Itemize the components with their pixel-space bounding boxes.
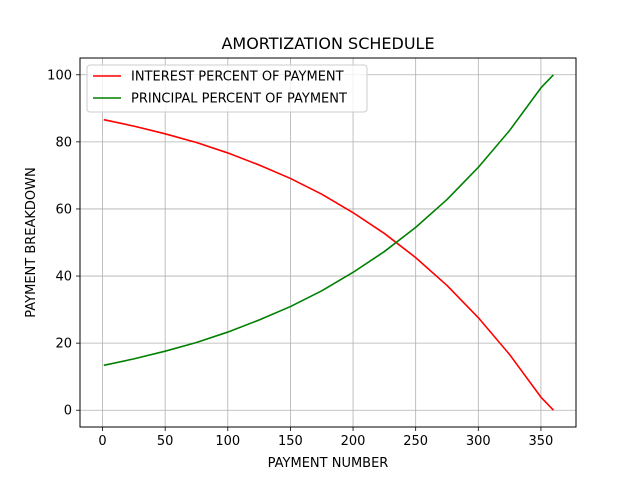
y-tick-label: 60 bbox=[55, 202, 72, 217]
y-tick-label: 0 bbox=[64, 404, 72, 419]
principal-percent-line bbox=[103, 74, 555, 367]
y-tick-label: 40 bbox=[55, 270, 72, 285]
y-tick-label: 100 bbox=[47, 68, 72, 83]
x-tick-label: 0 bbox=[98, 434, 106, 449]
x-tick-label: 100 bbox=[215, 434, 240, 449]
y-tick-label: 80 bbox=[55, 135, 72, 150]
x-tick-label: 50 bbox=[157, 434, 174, 449]
axis-ticks: 0 50 100 150 200 250 300 350 0 20 40 60 80 100 bbox=[47, 68, 553, 449]
plot-frame bbox=[79, 57, 577, 428]
x-axis-title: PAYMENT NUMBER bbox=[268, 456, 389, 471]
x-tick-label: 300 bbox=[466, 434, 491, 449]
legend: INTEREST PERCENT OF PAYMENT PRINCIPAL PE… bbox=[86, 64, 368, 113]
legend-box bbox=[86, 64, 368, 113]
x-tick-label: 350 bbox=[529, 434, 554, 449]
y-axis-title: PAYMENT BREAKDOWN bbox=[24, 167, 39, 317]
series-lines bbox=[103, 74, 555, 411]
legend-label-principal: PRINCIPAL PERCENT OF PAYMENT bbox=[131, 92, 347, 107]
interest-percent-line bbox=[103, 118, 555, 411]
x-tick-label: 200 bbox=[341, 434, 366, 449]
chart-title: AMORTIZATION SCHEDULE bbox=[221, 34, 434, 53]
x-tick-label: 250 bbox=[403, 434, 428, 449]
x-tick-label: 150 bbox=[278, 434, 303, 449]
legend-label-interest: INTEREST PERCENT OF PAYMENT bbox=[131, 70, 344, 85]
y-tick-label: 20 bbox=[55, 337, 72, 352]
